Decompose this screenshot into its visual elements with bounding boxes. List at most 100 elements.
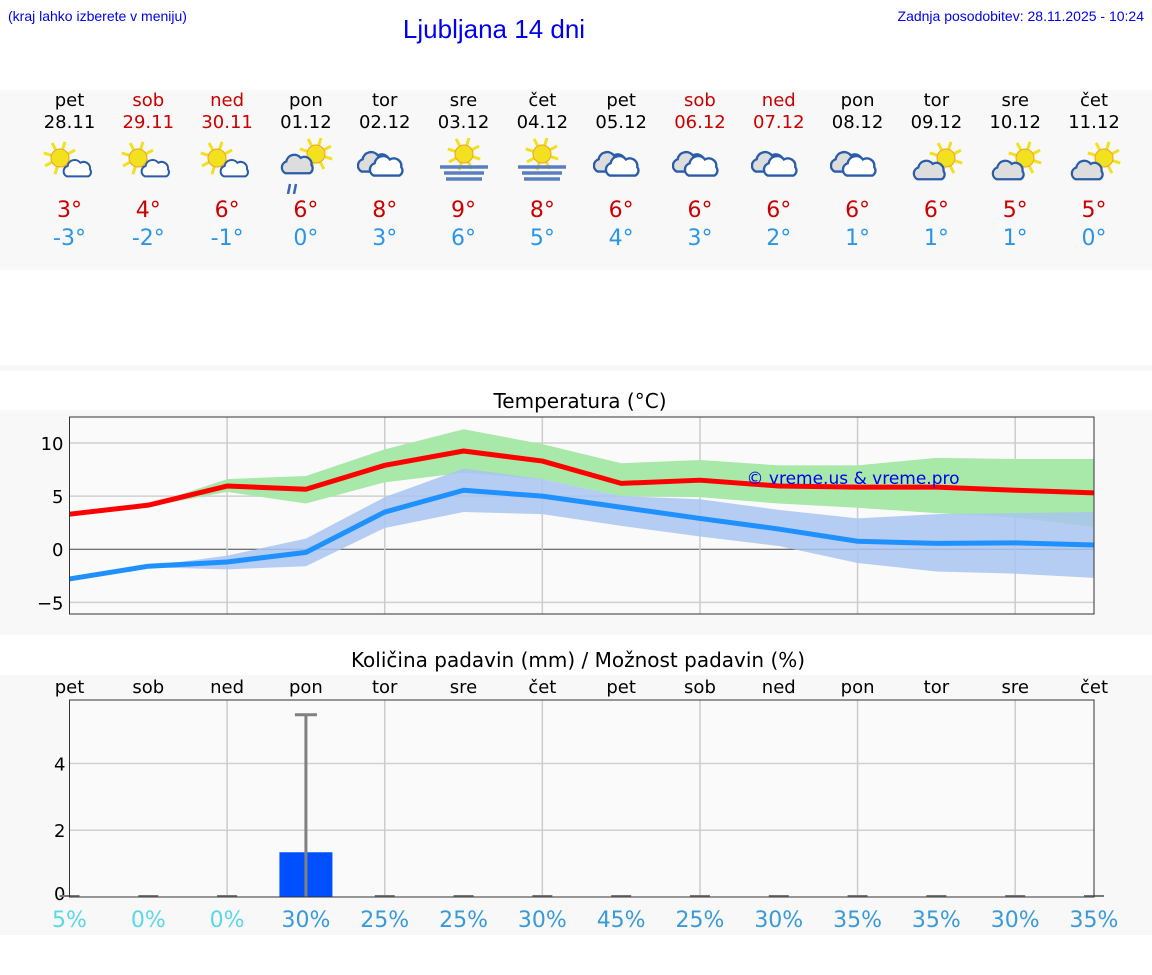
x-category-label: čet: [1080, 677, 1108, 698]
day-name: tor: [371, 90, 398, 111]
y-tick-label: 4: [54, 754, 65, 775]
x-category-label: sre: [1001, 677, 1028, 698]
high-temp: 5°: [1081, 198, 1107, 223]
day-column: pon 08.12 6° 1°: [819, 90, 897, 251]
day-name: tor: [923, 90, 950, 111]
precip-probability-label: 35%: [833, 908, 882, 933]
partly-cloudy-sun-icon: [200, 141, 250, 178]
day-date: 08.12: [831, 112, 884, 133]
low-temp: 5°: [529, 226, 555, 251]
precip-chart-title: Količina padavin (mm) / Možnost padavin …: [351, 648, 805, 672]
low-temp: 0°: [293, 226, 319, 251]
day-name: pet: [606, 90, 636, 111]
low-temp: 1°: [845, 226, 871, 251]
day-date: 01.12: [280, 112, 332, 133]
precip-probability-label: 25%: [360, 908, 409, 933]
precip-probability-label: 30%: [754, 908, 803, 933]
precip-probability-label: 35%: [912, 908, 961, 933]
y-tick-label: 0: [54, 884, 65, 905]
high-temp: 6°: [293, 198, 319, 223]
sun-gray-cloud-icon: [991, 141, 1042, 181]
sun-gray-cloud-icon: [1070, 141, 1121, 181]
min-temp-line: [69, 487, 1095, 582]
day-column: sob 06.12 6° 3°: [661, 90, 739, 251]
precip-probability-label: 35%: [1070, 908, 1119, 933]
low-temp: -2°: [131, 226, 165, 251]
y-tick-label: 5: [52, 487, 63, 508]
cloudy-icon: [671, 150, 719, 177]
precip-probability-label: 25%: [439, 908, 488, 933]
day-date: 29.11: [122, 112, 175, 133]
high-temp: 6°: [845, 198, 871, 223]
high-temp: 8°: [529, 198, 555, 223]
x-category-label: pet: [606, 677, 636, 698]
sun-gray-cloud-icon: [913, 141, 964, 181]
day-date: 10.12: [989, 112, 1041, 133]
y-tick-label: 10: [41, 434, 64, 455]
precip-probability-label: 45%: [597, 908, 646, 933]
low-temp: 1°: [923, 226, 949, 251]
precip-probability-label: 25%: [676, 908, 725, 933]
last-updated: Zadnja posodobitev: 28.11.2025 - 10:24: [897, 8, 1144, 24]
day-date: 02.12: [358, 112, 411, 133]
y-tick-label: −5: [37, 593, 64, 614]
high-temp: 8°: [372, 198, 398, 223]
max-temp-band: [69, 429, 1094, 527]
sun-cloud-rain-icon: [280, 138, 333, 194]
day-name: pon: [840, 90, 875, 111]
x-category-label: ned: [210, 677, 244, 698]
precip-probability-label: 5%: [52, 908, 87, 933]
day-column: pon 01.12 6° 0°: [267, 90, 345, 251]
day-column: tor 09.12 6° 1°: [897, 90, 975, 251]
x-category-label: ned: [762, 677, 796, 698]
x-category-label: čet: [528, 677, 556, 698]
day-date: 04.12: [516, 112, 569, 133]
x-category-label: pon: [841, 677, 875, 698]
high-temp: 6°: [687, 198, 713, 223]
precip-probability-label: 0%: [131, 908, 166, 933]
high-temp: 6°: [766, 198, 792, 223]
low-temp: -3°: [53, 226, 86, 251]
page-title: Ljubljana 14 dni: [402, 14, 586, 44]
low-temp: 4°: [608, 226, 634, 251]
divider: [0, 365, 1152, 371]
day-name: čet: [1079, 90, 1109, 111]
x-category-label: sre: [450, 677, 477, 698]
day-column: sre 10.12 5° 1°: [976, 90, 1054, 251]
x-category-label: sob: [132, 677, 164, 698]
high-temp: 4°: [135, 198, 161, 223]
sun-fog-icon: [439, 138, 488, 181]
high-temp: 6°: [214, 198, 240, 223]
cloudy-icon: [593, 150, 640, 177]
cloudy-icon: [750, 150, 798, 177]
day-column: ned 30.11 6° -1°: [188, 90, 266, 251]
day-name: čet: [528, 90, 557, 111]
day-date: 05.12: [595, 112, 647, 133]
sun-fog-icon: [518, 138, 567, 181]
day-column: čet 11.12 5° 0°: [1055, 90, 1133, 251]
max-temp-line: [69, 448, 1095, 517]
day-column: sob 29.11 4° -2°: [109, 90, 187, 251]
low-temp: 6°: [451, 226, 477, 251]
low-temp: 0°: [1081, 226, 1107, 251]
low-temp: 1°: [1002, 226, 1028, 251]
day-name: ned: [210, 90, 245, 111]
precip-probability-label: 30%: [518, 908, 567, 933]
day-date: 09.12: [910, 112, 963, 133]
high-temp: 9°: [451, 198, 477, 223]
y-tick-label: 2: [54, 821, 65, 842]
precip-probability-label: 30%: [281, 908, 330, 933]
day-name: sre: [449, 90, 478, 111]
cloudy-icon: [829, 150, 877, 177]
x-category-label: pet: [55, 677, 85, 698]
precip-probability-label: 30%: [991, 908, 1040, 933]
day-name: sre: [1001, 90, 1029, 111]
partly-cloudy-sun-icon: [121, 141, 171, 178]
high-temp: 5°: [1002, 198, 1028, 223]
temp-chart-title: Temperatura (°C): [492, 389, 666, 413]
day-column: pet 05.12 6° 4°: [582, 90, 660, 251]
day-name: sob: [684, 90, 716, 111]
partly-cloudy-sun-icon: [42, 141, 92, 178]
day-column: sre 03.12 9° 6°: [425, 90, 503, 251]
day-name: sob: [132, 90, 165, 111]
